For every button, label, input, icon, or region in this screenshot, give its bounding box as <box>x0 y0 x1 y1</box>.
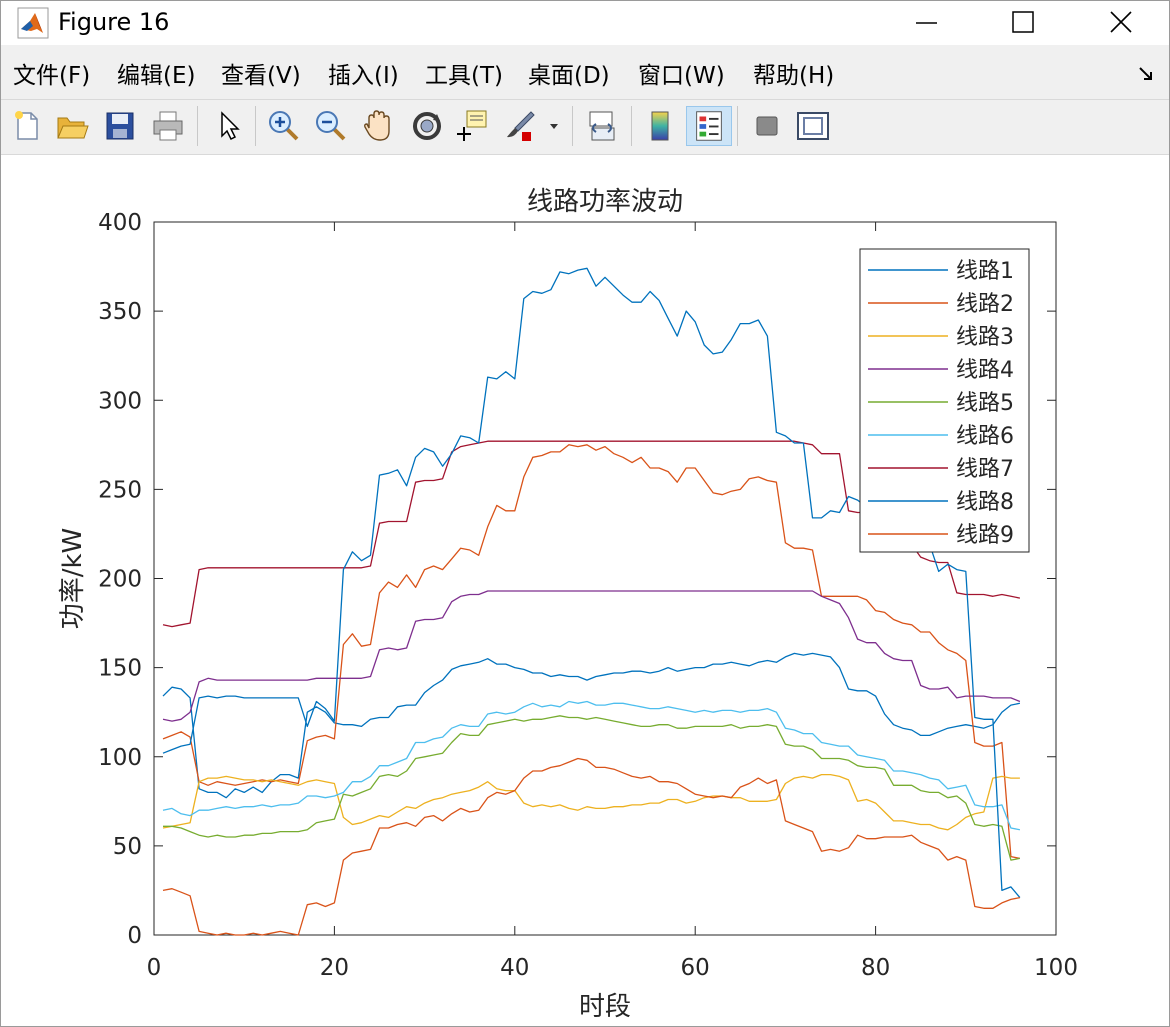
menu-tools[interactable]: 工具(T) <box>425 63 503 89</box>
y-tick-label: 350 <box>98 299 142 325</box>
series-line-6 <box>162 700 1021 831</box>
y-tick-label: 200 <box>98 567 142 593</box>
menu-edit[interactable]: 编辑(E) <box>117 63 196 89</box>
new-figure-icon[interactable] <box>9 108 45 144</box>
x-tick-label: 60 <box>681 955 710 981</box>
print-icon[interactable] <box>150 108 186 144</box>
rotate-3d-icon[interactable] <box>409 108 445 144</box>
x-tick-label: 80 <box>861 955 890 981</box>
x-tick-label: 40 <box>500 955 529 981</box>
menu-help[interactable]: 帮助(H) <box>753 63 835 89</box>
close-icon[interactable] <box>1076 1 1166 45</box>
legend-entry: 线路3 <box>956 325 1014 350</box>
x-tick-label: 0 <box>147 955 162 981</box>
y-tick-label: 400 <box>98 210 142 236</box>
series-line-3 <box>162 773 1020 831</box>
menu-window[interactable]: 窗口(W) <box>638 63 725 89</box>
toolbar-separator <box>255 106 256 146</box>
toolbar-separator <box>572 106 573 146</box>
chart-title: 线路功率波动 <box>527 187 683 217</box>
minimize-icon[interactable] <box>881 1 971 45</box>
save-icon[interactable] <box>102 108 138 144</box>
legend-entry: 线路2 <box>956 292 1014 317</box>
zoom-out-icon[interactable] <box>313 108 349 144</box>
toolbar-separator <box>737 106 738 146</box>
x-tick-label: 100 <box>1034 955 1078 981</box>
pan-hand-icon[interactable] <box>360 108 396 144</box>
legend-entry: 线路7 <box>956 457 1014 482</box>
series-line-5 <box>163 715 1021 861</box>
y-tick-label: 250 <box>98 477 142 503</box>
legend-entry: 线路8 <box>956 490 1014 515</box>
figure-toolbar <box>1 99 1169 155</box>
y-tick-label: 50 <box>113 834 142 860</box>
x-axis-label: 时段 <box>579 992 631 1022</box>
maximize-icon[interactable] <box>977 1 1067 45</box>
legend-entry: 线路5 <box>956 391 1014 416</box>
y-tick-label: 0 <box>127 923 142 949</box>
edit-plot-arrow-icon[interactable] <box>211 108 247 144</box>
open-file-icon[interactable] <box>54 108 90 144</box>
legend-entry: 线路4 <box>956 358 1014 383</box>
menu-bar: 文件(F) 编辑(E) 查看(V) 插入(I) 工具(T) 桌面(D) 窗口(W… <box>1 53 1169 97</box>
figure-canvas: 线路功率波动 时段 功率/kW 0 20 40 60 80 100 0 50 100 150 200 250… <box>1 155 1169 1026</box>
y-axis-label: 功率/kW <box>58 528 88 630</box>
series-line-4 <box>162 590 1021 722</box>
title-bar: Figure 16 <box>1 1 1169 45</box>
window-title: Figure 16 <box>58 8 170 36</box>
y-tick-label: 100 <box>98 745 142 771</box>
menu-desktop[interactable]: 桌面(D) <box>528 63 610 89</box>
brush-icon[interactable] <box>502 108 538 144</box>
menu-view[interactable]: 查看(V) <box>221 63 301 89</box>
colorbar-icon[interactable] <box>643 108 679 144</box>
y-tick-label: 300 <box>98 388 142 414</box>
hide-plot-tools-icon[interactable] <box>749 108 785 144</box>
y-tick-label: 150 <box>98 656 142 682</box>
x-tick-label: 20 <box>320 955 349 981</box>
matlab-logo-icon <box>17 7 49 39</box>
legend-entry: 线路6 <box>956 424 1014 449</box>
legend-icon[interactable] <box>686 106 732 146</box>
toolbar-separator <box>631 106 632 146</box>
series-line-9 <box>162 757 1021 936</box>
legend-entry: 线路9 <box>956 523 1014 548</box>
toolbar-separator <box>197 106 198 146</box>
menu-file[interactable]: 文件(F) <box>13 63 91 89</box>
show-plot-tools-icon[interactable] <box>795 108 831 144</box>
menu-insert[interactable]: 插入(I) <box>328 63 399 89</box>
link-plot-icon[interactable] <box>584 108 620 144</box>
zoom-in-icon[interactable] <box>266 108 302 144</box>
brush-color-swatch <box>522 132 531 141</box>
data-cursor-icon[interactable] <box>454 108 490 144</box>
legend-entry: 线路1 <box>956 259 1014 284</box>
dock-arrow-icon[interactable] <box>1137 65 1155 83</box>
brush-dropdown-icon[interactable] <box>546 108 562 144</box>
series-line-2 <box>162 444 1021 860</box>
